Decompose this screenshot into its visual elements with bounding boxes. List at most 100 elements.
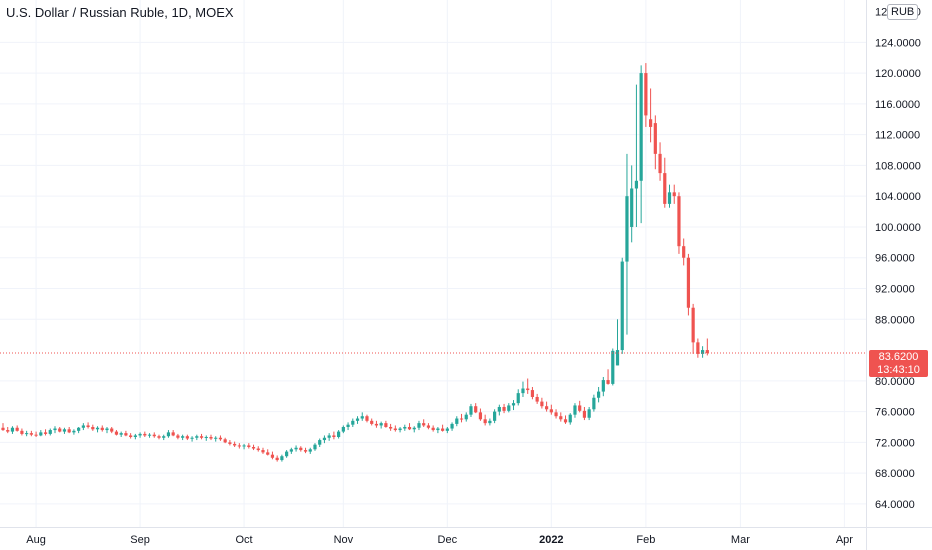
currency-button[interactable]: RUB xyxy=(887,4,919,20)
candle-body xyxy=(20,430,24,434)
last-price-badge: 83.6200 xyxy=(869,350,928,364)
candle-body xyxy=(299,447,303,451)
candle-body xyxy=(370,420,374,424)
candle-body xyxy=(667,192,672,204)
candle xyxy=(29,430,33,437)
candle-body xyxy=(535,396,539,402)
candle xyxy=(39,430,43,437)
candle-body xyxy=(469,406,473,415)
candle xyxy=(634,84,639,227)
candle xyxy=(445,426,449,434)
candle-body xyxy=(601,380,605,392)
y-tick-label: 76.0000 xyxy=(875,407,915,419)
chart-title: U.S. Dollar / Russian Ruble, 1D, MOEX xyxy=(6,5,234,20)
candle-body xyxy=(133,435,137,437)
candle xyxy=(218,435,223,441)
candle xyxy=(247,443,251,449)
candle-body xyxy=(620,261,624,351)
candle-body xyxy=(129,435,133,437)
x-tick-label: Mar xyxy=(731,534,750,546)
y-tick-label: 120.0000 xyxy=(875,68,921,80)
candle xyxy=(530,386,535,400)
y-tick-label: 64.0000 xyxy=(875,499,915,511)
candle-body xyxy=(152,434,156,437)
candle xyxy=(34,431,38,437)
candle xyxy=(459,413,464,423)
candle-body xyxy=(256,448,260,451)
candle xyxy=(488,418,492,426)
candle xyxy=(251,444,256,451)
candle-body xyxy=(493,411,497,421)
candle-body xyxy=(10,427,15,432)
candle xyxy=(578,400,582,413)
candle-body xyxy=(318,440,322,445)
candle xyxy=(67,426,71,434)
candle xyxy=(266,449,270,456)
candle-body xyxy=(545,406,549,410)
candle xyxy=(185,434,189,441)
candle xyxy=(573,403,577,418)
candle xyxy=(138,432,142,438)
candle xyxy=(10,426,15,434)
candle xyxy=(389,423,393,431)
candle-body xyxy=(346,424,350,427)
candle-body xyxy=(639,73,643,181)
candle-body xyxy=(379,423,383,426)
candle-body xyxy=(606,380,610,384)
candle-body xyxy=(100,427,104,431)
candle xyxy=(464,412,468,422)
candle-body xyxy=(119,433,123,435)
candle-body xyxy=(294,447,298,450)
candle xyxy=(62,427,67,434)
candle xyxy=(72,429,76,435)
candle xyxy=(686,253,691,316)
candle xyxy=(53,426,57,434)
candle xyxy=(677,192,681,254)
candle xyxy=(299,446,303,452)
candle-body xyxy=(360,416,364,419)
candle-body xyxy=(355,418,360,421)
candle-body xyxy=(403,426,407,429)
candle-body xyxy=(34,434,38,436)
candle xyxy=(516,389,520,406)
y-tick-label: 108.0000 xyxy=(875,160,921,172)
candle xyxy=(658,142,662,181)
candle xyxy=(337,430,341,439)
candle-body xyxy=(270,454,275,458)
candle-body xyxy=(261,450,265,453)
candle xyxy=(554,409,558,419)
candle xyxy=(176,433,180,440)
candle-body xyxy=(195,436,199,438)
candle-body xyxy=(199,436,204,438)
candle-body xyxy=(459,418,464,420)
candle xyxy=(214,436,218,442)
y-tick-label: 72.0000 xyxy=(875,437,915,449)
candle-body xyxy=(124,433,128,436)
candle xyxy=(682,238,686,266)
candle-body xyxy=(247,445,251,447)
candle xyxy=(493,409,497,424)
candle xyxy=(289,447,293,454)
candle-body xyxy=(497,406,501,412)
candle xyxy=(620,257,624,354)
candle xyxy=(441,424,445,432)
candle xyxy=(280,454,284,462)
candle xyxy=(630,165,634,243)
candle-body xyxy=(464,414,468,420)
x-tick-label: Apr xyxy=(836,534,853,546)
candle xyxy=(393,425,397,432)
candle-body xyxy=(389,426,393,429)
candle-body xyxy=(48,430,52,434)
x-tick-label: Sep xyxy=(130,534,150,546)
candle xyxy=(601,376,605,397)
candle xyxy=(105,426,109,434)
candle-body xyxy=(568,414,572,423)
candle xyxy=(644,63,648,127)
candle xyxy=(233,441,237,447)
candle-body xyxy=(540,401,544,407)
candle xyxy=(124,430,128,437)
candle-body xyxy=(337,431,341,437)
candle xyxy=(195,434,199,441)
